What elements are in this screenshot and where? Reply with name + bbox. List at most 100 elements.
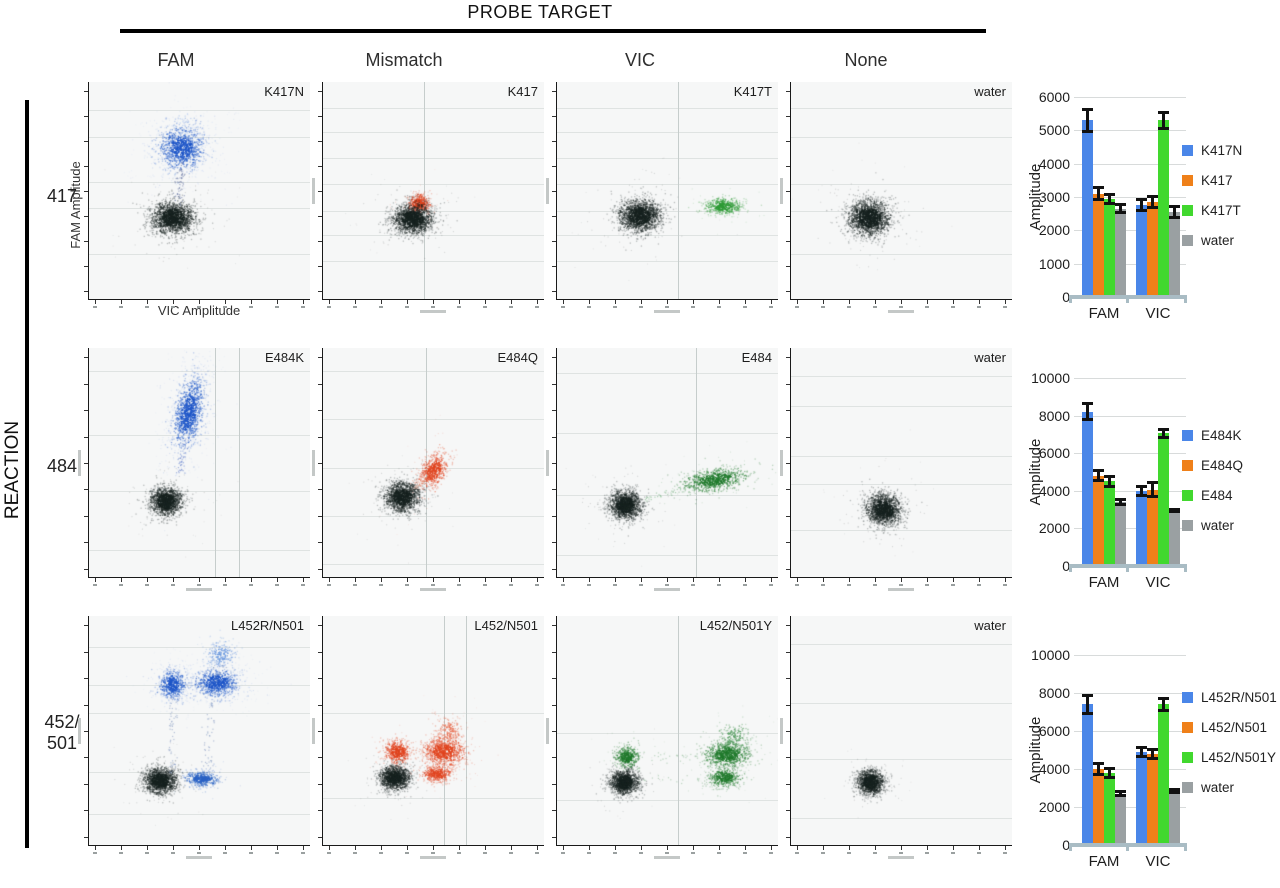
y-tick	[84, 436, 88, 438]
bar-water-fam	[1115, 502, 1126, 566]
y-axis-label-illegible	[312, 450, 315, 476]
legend-label: E484Q	[1201, 458, 1244, 473]
error-bar-cap	[1147, 481, 1158, 485]
y-tick-label: 4000	[1038, 155, 1070, 172]
y-axis-label-illegible	[78, 718, 81, 744]
x-tick	[511, 300, 513, 304]
x-tick	[459, 846, 461, 850]
x-tick	[745, 846, 747, 850]
y-tick-label: 10000	[1031, 647, 1070, 663]
error-bar-cap	[1104, 767, 1115, 771]
y-tick-label: 5000	[1038, 122, 1070, 139]
x-tick	[979, 578, 981, 582]
x-tick-label-illegible	[820, 852, 825, 854]
x-tick-label-illegible	[925, 584, 930, 586]
y-tick	[84, 463, 88, 464]
x-tick-label-illegible	[769, 852, 774, 854]
x-axis-notch	[1126, 299, 1129, 303]
panel-y-axis	[556, 348, 557, 578]
x-tick	[146, 846, 148, 850]
x-tick	[848, 846, 850, 850]
y-tick	[786, 783, 790, 785]
legend-label: water	[1201, 780, 1235, 795]
x-tick-label-illegible	[170, 306, 175, 308]
scatter-panel-e484q-mismatch: E484Q	[312, 348, 544, 591]
amplitude-axis-label: Amplitude	[1027, 716, 1044, 784]
scatter-panel-l452-n501y-vic: L452/N501Y	[546, 616, 778, 859]
error-bar-cap	[1093, 469, 1104, 473]
bar-l452r-n501-vic	[1136, 751, 1147, 845]
legend-swatch	[1182, 692, 1193, 703]
legend-swatch	[1182, 235, 1193, 246]
x-tick	[979, 300, 981, 304]
y-tick	[84, 266, 88, 268]
x-tick-label-illegible	[586, 852, 591, 854]
x-tick-label-illegible	[483, 306, 488, 308]
x-tick	[979, 846, 981, 850]
x-tick-label-illegible	[977, 852, 982, 854]
x-tick	[719, 846, 721, 850]
x-axis-baseline	[1069, 843, 1187, 847]
x-tick	[953, 846, 955, 850]
x-tick-label-illegible	[144, 852, 149, 854]
x-tick-label-illegible	[326, 584, 331, 586]
x-tick	[225, 300, 227, 304]
x-tick	[927, 578, 929, 582]
chart-gridline	[1074, 769, 1186, 770]
category-label-fam: FAM	[1088, 574, 1120, 591]
y-tick	[84, 757, 88, 759]
error-bar	[1097, 470, 1100, 482]
x-tick-label-illegible	[951, 852, 956, 854]
y-tick	[552, 357, 556, 359]
y-tick	[786, 241, 790, 243]
x-tick-label-illegible	[638, 306, 643, 308]
x-tick	[406, 846, 408, 850]
x-tick	[901, 846, 902, 850]
x-tick-label-illegible	[431, 852, 435, 854]
x-tick	[94, 578, 96, 582]
scatter-canvas	[88, 616, 310, 846]
x-tick-label-illegible	[457, 306, 462, 308]
x-tick-label-illegible	[223, 852, 228, 854]
legend-item-l452r-n501: L452R/N501	[1182, 690, 1277, 705]
y-tick-label: 3000	[1038, 189, 1070, 205]
y-tick	[318, 191, 322, 192]
x-tick-label-illegible	[170, 584, 175, 586]
bar-plot-area: FAM VIC	[1069, 378, 1187, 591]
panel-title: L452R/N501	[231, 618, 304, 633]
legend-label: L452/N501Y	[1201, 750, 1277, 765]
panel-x-axis	[556, 845, 778, 846]
x-tick-label-illegible	[249, 584, 254, 586]
y-tick	[84, 625, 88, 627]
y-tick	[786, 568, 790, 570]
figure: PROBE TARGET FAM Mismatch VIC None REACT…	[2, 2, 1280, 870]
bar-e484k-fam	[1082, 411, 1093, 566]
x-tick-label-illegible	[1003, 852, 1008, 854]
x-axis-label-illegible	[420, 310, 446, 313]
y-tick	[84, 810, 88, 812]
x-axis-label-illegible	[654, 310, 680, 313]
legend-label: L452R/N501	[1201, 690, 1277, 705]
x-tick-label-illegible	[275, 306, 280, 308]
x-tick	[251, 846, 253, 850]
scatter-panel-k417n-fam: K417N	[84, 82, 310, 308]
bar-l452-n501y-fam	[1104, 772, 1115, 845]
error-bar-cap	[1169, 787, 1180, 791]
error-bar	[1162, 697, 1165, 712]
panel-y-axis	[790, 348, 791, 578]
y-tick-label: 2000	[1038, 520, 1070, 537]
x-tick-label-illegible	[665, 852, 669, 854]
error-bar-cap	[1169, 510, 1180, 514]
x-tick	[172, 300, 174, 304]
x-tick	[406, 300, 408, 304]
x-tick-label-illegible	[612, 852, 617, 854]
error-bar	[1119, 204, 1122, 213]
probe-target-underline	[120, 29, 986, 33]
bar-chart-417: Amplitude 0 1000 2000 3000 4000 5000 6000 FAM VIC…	[1012, 85, 1280, 345]
x-tick-label-illegible	[560, 852, 565, 854]
x-tick	[120, 578, 122, 582]
x-tick-label-illegible	[743, 852, 748, 854]
bar-l452-n501-vic	[1147, 753, 1158, 845]
x-tick-label-illegible	[743, 584, 748, 586]
y-tick	[552, 383, 556, 385]
